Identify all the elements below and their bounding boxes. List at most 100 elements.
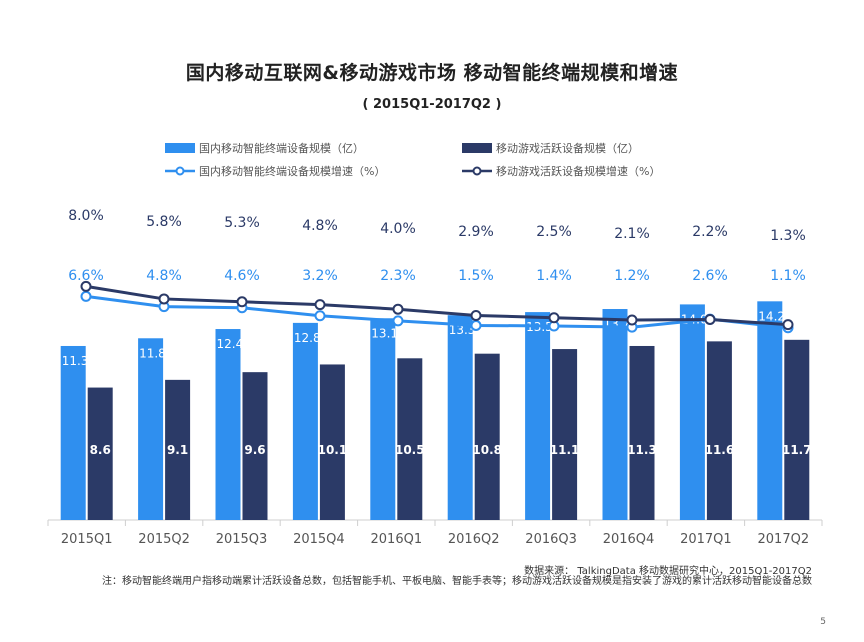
label-game-growth-2015Q3: 5.3% (224, 215, 260, 231)
bar-terminal-2016Q1 (370, 318, 396, 520)
bar-game-2015Q3 (242, 372, 268, 520)
bar-game-2016Q4 (629, 345, 655, 520)
bar-game-label-2016Q3: 11.1 (550, 443, 580, 457)
bar-terminal-2016Q4 (602, 309, 628, 520)
label-terminal-growth-2017Q2: 1.1% (770, 268, 806, 284)
chart-subtitle: ( 2015Q1-2017Q2 ) (362, 97, 502, 112)
label-game-growth-2015Q4: 4.8% (302, 218, 338, 234)
legend-bar1-label: 国内移动智能终端设备规模（亿） (199, 142, 364, 155)
bar-terminal-2015Q4 (292, 322, 318, 520)
label-terminal-growth-2015Q2: 4.8% (146, 268, 182, 284)
label-game-growth-2017Q1: 2.2% (692, 224, 728, 240)
label-terminal-growth-2016Q3: 1.4% (536, 268, 572, 284)
bar-terminal-2015Q2 (138, 338, 164, 520)
data-source: 数据来源： TalkingData 移动数据研究中心，2015Q1-2017Q2 (524, 566, 812, 577)
x-tick-label-2017Q2: 2017Q2 (758, 532, 810, 547)
point-game-growth-2017Q1 (704, 313, 716, 325)
bar-terminal-label-2017Q2: 14.2 (758, 309, 785, 323)
bar-game-label-2016Q4: 11.3 (627, 443, 657, 457)
bar-terminal-2017Q2 (757, 301, 783, 520)
bar-game-2015Q2 (165, 379, 191, 520)
line-terminal-growth (85, 294, 789, 330)
label-game-growth-2016Q3: 2.5% (536, 224, 572, 240)
bar-game-label-2015Q2: 9.1 (167, 443, 188, 457)
bar-game-label-2015Q4: 10.1 (318, 443, 348, 457)
label-game-growth-2017Q2: 1.3% (770, 228, 806, 244)
legend-line1: 国内移动智能终端设备规模增速（%） (165, 163, 385, 179)
legend-line2: 移动游戏活跃设备规模增速（%） (462, 163, 660, 179)
footnote: 注：移动智能终端用户指移动端累计活跃设备总数，包括智能手机、平板电脑、智能手表等… (102, 576, 812, 587)
label-terminal-growth-2016Q2: 1.5% (458, 268, 494, 284)
bar-game-2015Q4 (319, 364, 345, 520)
label-game-growth-2015Q1: 8.0% (68, 208, 104, 224)
bar-game-2017Q2 (784, 339, 810, 520)
point-game-growth-2015Q3 (236, 296, 248, 308)
x-tick-label-2016Q4: 2016Q4 (603, 532, 655, 547)
bar-game-2015Q1 (87, 387, 113, 520)
x-tick-label-2015Q2: 2015Q2 (138, 532, 190, 547)
bar-game-label-2016Q1: 10.5 (395, 443, 425, 457)
point-game-growth-2015Q1 (80, 280, 92, 292)
point-game-growth-2016Q4 (626, 314, 638, 326)
label-terminal-growth-2016Q1: 2.3% (380, 268, 416, 284)
bar-game-label-2015Q3: 9.6 (244, 443, 265, 457)
bar-terminal-2015Q3 (215, 329, 241, 520)
x-tick-label-2016Q2: 2016Q2 (448, 532, 500, 547)
point-terminal-growth-2015Q4 (314, 310, 326, 322)
bar-terminal-2015Q1 (60, 345, 86, 520)
x-tick-label-2016Q1: 2016Q1 (371, 532, 423, 547)
x-tick-label-2015Q3: 2015Q3 (216, 532, 268, 547)
legend-line1-label: 国内移动智能终端设备规模增速（%） (199, 165, 386, 178)
label-game-growth-2016Q4: 2.1% (614, 226, 650, 242)
x-tick-label-2016Q3: 2016Q3 (525, 532, 577, 547)
chart-title: 国内移动互联网&移动游戏市场 移动智能终端规模和增速 (185, 62, 679, 84)
label-game-growth-2016Q1: 4.0% (380, 221, 416, 237)
bar-game-label-2015Q1: 8.6 (90, 443, 111, 457)
legend-bar2-label: 移动游戏活跃设备规模（亿） (496, 142, 639, 155)
bar-terminal-label-2016Q1: 13.1 (371, 326, 398, 340)
legend-line2-label: 移动游戏活跃设备规模增速（%） (496, 165, 661, 178)
legend-bar2-swatch (462, 143, 492, 153)
bar-terminal-label-2016Q2: 13.3 (449, 323, 476, 337)
x-tick-label-2015Q4: 2015Q4 (293, 532, 345, 547)
label-terminal-growth-2016Q4: 1.2% (614, 268, 650, 284)
label-terminal-growth-2015Q4: 3.2% (302, 268, 338, 284)
label-game-growth-2015Q2: 5.8% (146, 214, 182, 230)
bar-game-2017Q1 (706, 341, 732, 520)
bar-terminal-label-2015Q2: 11.8 (139, 346, 166, 360)
bar-terminal-label-2015Q1: 11.3 (62, 354, 89, 368)
x-tick-label-2017Q1: 2017Q1 (680, 532, 732, 547)
legend-bar1: 国内移动智能终端设备规模（亿） (165, 140, 364, 156)
point-game-growth-2016Q1 (392, 303, 404, 315)
bar-game-label-2016Q2: 10.8 (472, 443, 502, 457)
legend-bar1-swatch (165, 143, 195, 153)
label-terminal-growth-2015Q1: 6.6% (68, 268, 104, 284)
bar-game-2016Q2 (474, 353, 500, 520)
point-terminal-growth-2016Q2 (470, 319, 482, 331)
bar-terminal-2016Q2 (447, 315, 473, 520)
point-game-growth-2016Q2 (470, 309, 482, 321)
bar-terminal-2017Q1 (679, 304, 705, 520)
point-game-growth-2015Q4 (314, 299, 326, 311)
label-terminal-growth-2017Q1: 2.6% (692, 268, 728, 284)
legend-line2-swatch (462, 166, 492, 176)
label-game-growth-2016Q2: 2.9% (458, 224, 494, 240)
point-terminal-growth-2015Q1 (80, 290, 92, 302)
point-game-growth-2015Q2 (158, 293, 170, 305)
legend-line1-swatch (165, 166, 195, 176)
page-number: 5 (820, 617, 826, 627)
bar-terminal-2016Q3 (525, 312, 551, 520)
x-tick-label-2015Q1: 2015Q1 (61, 532, 113, 547)
bar-terminal-label-2015Q4: 12.8 (294, 331, 321, 345)
point-terminal-growth-2016Q1 (392, 315, 404, 327)
legend-bar2: 移动游戏活跃设备规模（亿） (462, 140, 639, 156)
bar-game-label-2017Q2: 11.7 (782, 443, 812, 457)
bar-game-2016Q3 (552, 349, 578, 520)
bar-game-2016Q1 (397, 358, 423, 520)
label-terminal-growth-2015Q3: 4.6% (224, 268, 260, 284)
bar-game-label-2017Q1: 11.6 (705, 443, 735, 457)
bar-terminal-label-2015Q3: 12.4 (217, 337, 244, 351)
line-game-growth (85, 284, 789, 327)
point-game-growth-2016Q3 (548, 312, 560, 324)
